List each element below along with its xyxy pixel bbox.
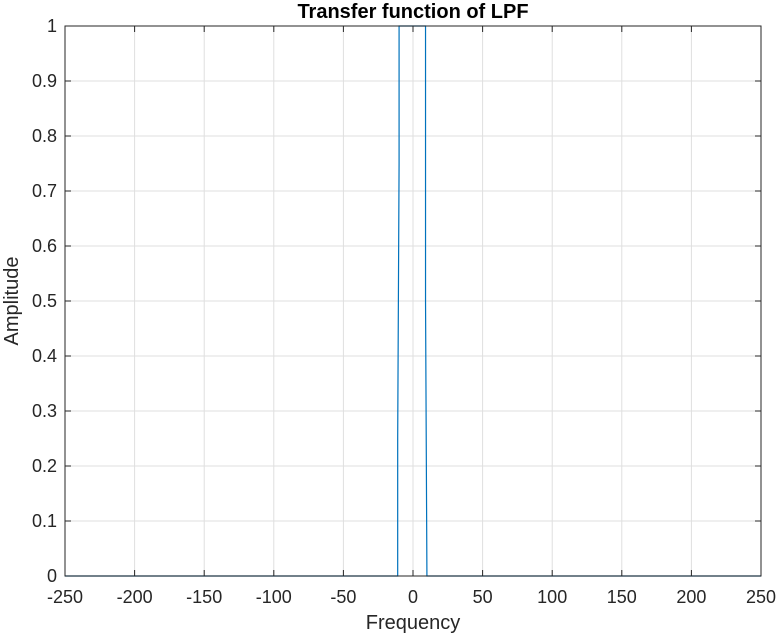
y-tick-label: 0.1 xyxy=(32,511,57,531)
x-tick-label: 100 xyxy=(537,587,567,607)
x-tick-label: 200 xyxy=(676,587,706,607)
ticks: -250 -200 -150 -100 -50 0 50 100 150 200 250 0 0.1 0.… xyxy=(32,16,776,607)
x-axis-label: Frequency xyxy=(366,612,461,634)
y-tick-label: 0 xyxy=(47,566,57,586)
y-tick-label: 0.9 xyxy=(32,71,57,91)
y-tick-label: 0.4 xyxy=(32,346,57,366)
y-tick-label: 1 xyxy=(47,16,57,36)
y-tick-label: 0.6 xyxy=(32,236,57,256)
chart-title: Transfer function of LPF xyxy=(297,1,528,23)
x-tick-label: -150 xyxy=(186,587,222,607)
x-tick-label: 0 xyxy=(408,587,418,607)
x-tick-label: 250 xyxy=(746,587,776,607)
y-tick-label: 0.2 xyxy=(32,456,57,476)
y-tick-label: 0.8 xyxy=(32,126,57,146)
x-tick-label: 50 xyxy=(473,587,493,607)
y-tick-label: 0.7 xyxy=(32,181,57,201)
y-axis-label: Amplitude xyxy=(1,257,23,346)
x-tick-label: -200 xyxy=(117,587,153,607)
x-tick-label: -100 xyxy=(256,587,292,607)
x-tick-label: 150 xyxy=(607,587,637,607)
x-tick-label: -50 xyxy=(330,587,356,607)
y-tick-label: 0.5 xyxy=(32,291,57,311)
y-tick-label: 0.3 xyxy=(32,401,57,421)
x-tick-label: -250 xyxy=(47,587,83,607)
